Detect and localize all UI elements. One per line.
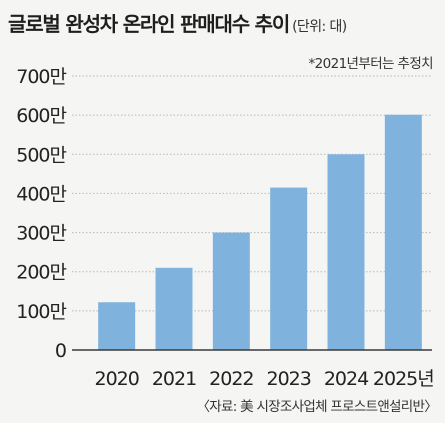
y-tick-label: 100만 [16,301,66,323]
y-tick-label: 200만 [16,262,66,284]
y-tick-label: 500만 [16,144,66,166]
bar [98,302,136,350]
x-tick-label: 2023 [266,368,310,390]
title-row: 글로벌 완성차 온라인 판매대수 추이 (단위: 대) [8,8,437,37]
bar [155,267,193,350]
x-tick-label: 2022 [209,368,253,390]
y-tick-label: 400만 [16,183,66,205]
bar [327,154,365,350]
y-tick-label: 0 [55,340,66,362]
x-tick-label: 2024 [324,368,369,390]
x-tick-label: 2025년 [373,368,434,390]
y-tick-label: 700만 [16,66,66,88]
y-tick-label: 600만 [16,105,66,127]
chart-title: 글로벌 완성차 온라인 판매대수 추이 [8,12,290,36]
source-credit: 〈자료: 美 시장조사업체 프로스트앤설리반〉 [196,399,437,415]
bar [270,187,308,350]
bar [212,232,250,350]
estimate-note: *2021년부터는 추정치 [308,56,433,72]
unit-label: (단위: 대) [292,19,347,35]
bar [384,114,422,350]
x-tick-label: 2020 [94,368,138,390]
x-tick-label: 2021 [152,368,196,390]
y-tick-label: 300만 [16,223,66,245]
